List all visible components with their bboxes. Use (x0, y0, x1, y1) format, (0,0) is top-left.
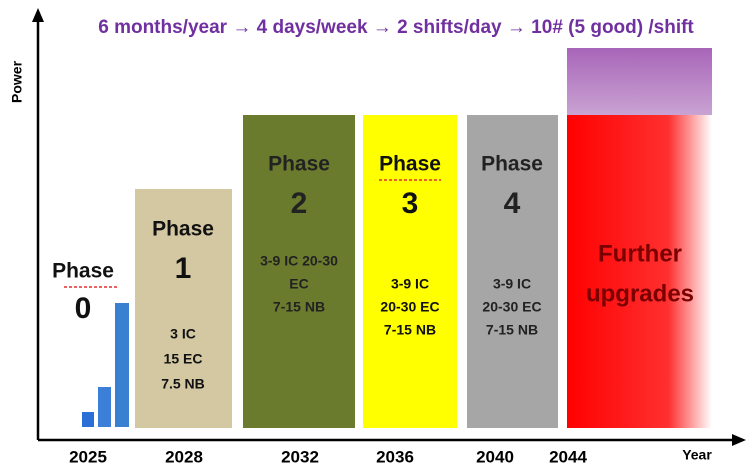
further-box (567, 115, 712, 428)
phase-detail: 20-30 EC (482, 299, 541, 315)
phase-number: 3 (402, 187, 419, 220)
phase3-box (363, 115, 457, 428)
phase-detail: 20-30 EC (380, 299, 439, 315)
phase-detail: 3-9 IC (493, 276, 531, 292)
phase-detail: 7-15 NB (273, 299, 325, 315)
phase-title: Phase (268, 153, 330, 176)
phase1-box (135, 189, 232, 428)
phase-detail: 7-15 NB (384, 322, 436, 338)
further-text: Further (598, 240, 682, 267)
phase-title: Phase (152, 218, 214, 241)
phase-detail: 3-9 IC 20-30 (260, 253, 338, 269)
phase0-bar (115, 303, 129, 427)
phase-detail: EC (289, 276, 308, 292)
phase2-box (243, 115, 355, 428)
year-label: 2044 (549, 447, 587, 466)
phase-detail: 7-15 NB (486, 322, 538, 338)
phase-detail: 15 EC (164, 351, 203, 367)
phase-title: Phase (481, 153, 543, 176)
phase-number: 1 (175, 252, 192, 285)
y-arrow (32, 8, 44, 22)
phase4-box (467, 115, 558, 428)
phase-detail: 3-9 IC (391, 276, 429, 292)
phase-title: Phase (52, 260, 114, 283)
phase0-bar (82, 412, 94, 427)
x-axis-label: Year (682, 447, 712, 463)
phase-number: 0 (75, 292, 92, 325)
year-label: 2028 (165, 447, 203, 466)
phase-detail: 3 IC (170, 326, 196, 342)
phase-title: Phase (379, 153, 441, 176)
phase-detail: 7.5 NB (161, 376, 205, 392)
year-label: 2040 (476, 447, 514, 466)
phase-number: 2 (291, 187, 308, 220)
header-title: 6 months/year → 4 days/week → 2 shifts/d… (98, 17, 694, 38)
further-top-box (567, 48, 712, 115)
further-text: upgrades (586, 280, 694, 307)
x-arrow (732, 434, 746, 446)
year-label: 2036 (376, 447, 414, 466)
phase-number: 4 (504, 187, 521, 220)
phase0-bar (98, 387, 111, 427)
y-axis-label: Power (9, 60, 25, 103)
year-label: 2025 (69, 447, 107, 466)
year-label: 2032 (281, 447, 319, 466)
